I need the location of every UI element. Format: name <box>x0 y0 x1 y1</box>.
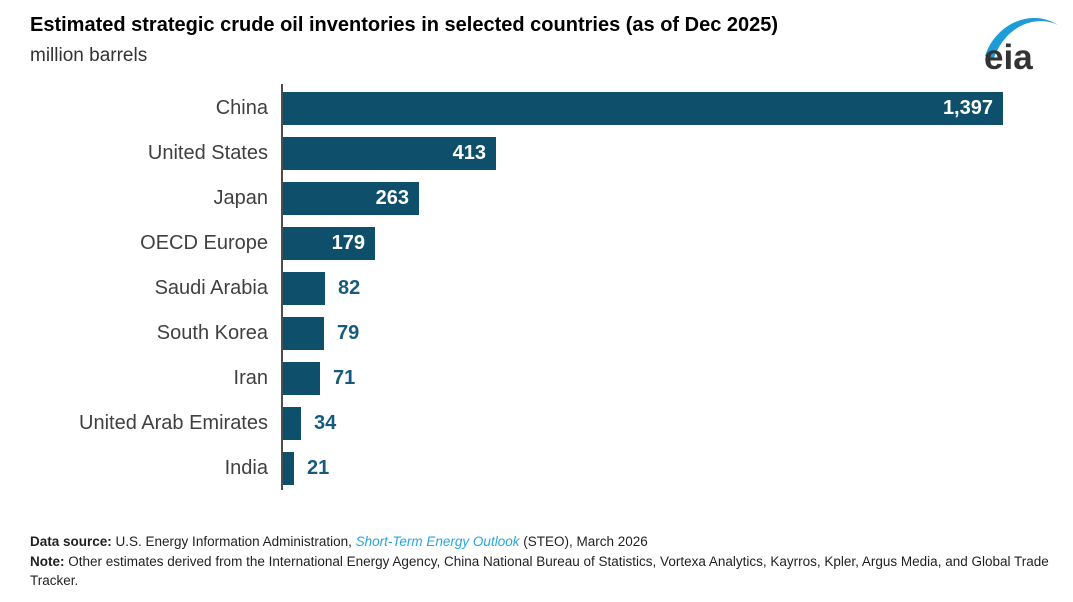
data-source-line: Data source: U.S. Energy Information Adm… <box>30 532 1054 552</box>
bar-chart: China 1,397 United States 413 Japan 263 OECD E… <box>0 86 1073 491</box>
value-label: 1,397 <box>942 97 993 119</box>
eia-logo-text: eia <box>984 38 1033 74</box>
data-source-text: U.S. Energy Information Administration, <box>115 534 356 549</box>
bar <box>283 317 324 350</box>
bar <box>283 272 325 305</box>
bar-track: 71 <box>283 356 1073 401</box>
value-label: 413 <box>452 142 486 164</box>
bar-track: 263 <box>283 176 1073 221</box>
bar-track: 413 <box>283 131 1073 176</box>
chart-row: OECD Europe 179 <box>0 221 1073 266</box>
category-label: United States <box>147 142 268 164</box>
bar-track: 21 <box>283 446 1073 491</box>
chart-unit-subtitle: million barrels <box>30 45 148 66</box>
footer-notes: Data source: U.S. Energy Information Adm… <box>30 532 1054 591</box>
chart-row: Saudi Arabia 82 <box>0 266 1073 311</box>
chart-row: South Korea 79 <box>0 311 1073 356</box>
bar-track: 34 <box>283 401 1073 446</box>
bar-track: 79 <box>283 311 1073 356</box>
value-label: 79 <box>337 322 360 344</box>
category-label: China <box>215 97 268 119</box>
y-axis-line <box>281 84 283 490</box>
chart-row: Japan 263 <box>0 176 1073 221</box>
bar: 263 <box>283 182 419 215</box>
category-label: OECD Europe <box>140 232 268 254</box>
bar <box>283 407 301 440</box>
bar-track: 179 <box>283 221 1073 266</box>
value-label: 21 <box>307 457 330 479</box>
value-label: 71 <box>333 367 356 389</box>
steo-link[interactable]: Short-Term Energy Outlook <box>355 534 520 549</box>
chart-row: Iran 71 <box>0 356 1073 401</box>
chart-row: United Arab Emirates 34 <box>0 401 1073 446</box>
bar: 413 <box>283 137 496 170</box>
bar: 1,397 <box>283 92 1003 125</box>
category-label: United Arab Emirates <box>79 412 268 434</box>
bar <box>283 452 294 485</box>
data-source-suffix: (STEO), March 2026 <box>519 534 648 549</box>
eia-logo: eia <box>984 17 1058 74</box>
chart-title: Estimated strategic crude oil inventorie… <box>30 14 779 36</box>
value-label: 179 <box>331 232 365 254</box>
value-label: 263 <box>375 187 409 209</box>
chart-row: United States 413 <box>0 131 1073 176</box>
note-text: Other estimates derived from the Interna… <box>30 553 1049 589</box>
bar-track: 1,397 <box>283 86 1073 131</box>
note-line: Note: Other estimates derived from the I… <box>30 552 1054 591</box>
eia-logo-swoosh-icon <box>985 17 1058 59</box>
bar: 179 <box>283 227 375 260</box>
category-label: Iran <box>233 367 268 389</box>
category-label: Saudi Arabia <box>154 277 268 299</box>
chart-row: China 1,397 <box>0 86 1073 131</box>
category-label: South Korea <box>156 322 268 344</box>
category-label: Japan <box>213 187 269 209</box>
bar <box>283 362 320 395</box>
value-label: 82 <box>338 277 361 299</box>
data-source-label: Data source: <box>30 534 116 549</box>
bar-track: 82 <box>283 266 1073 311</box>
value-label: 34 <box>314 412 337 434</box>
chart-row: India 21 <box>0 446 1073 491</box>
category-label: India <box>224 457 268 479</box>
note-label: Note: <box>30 553 69 569</box>
